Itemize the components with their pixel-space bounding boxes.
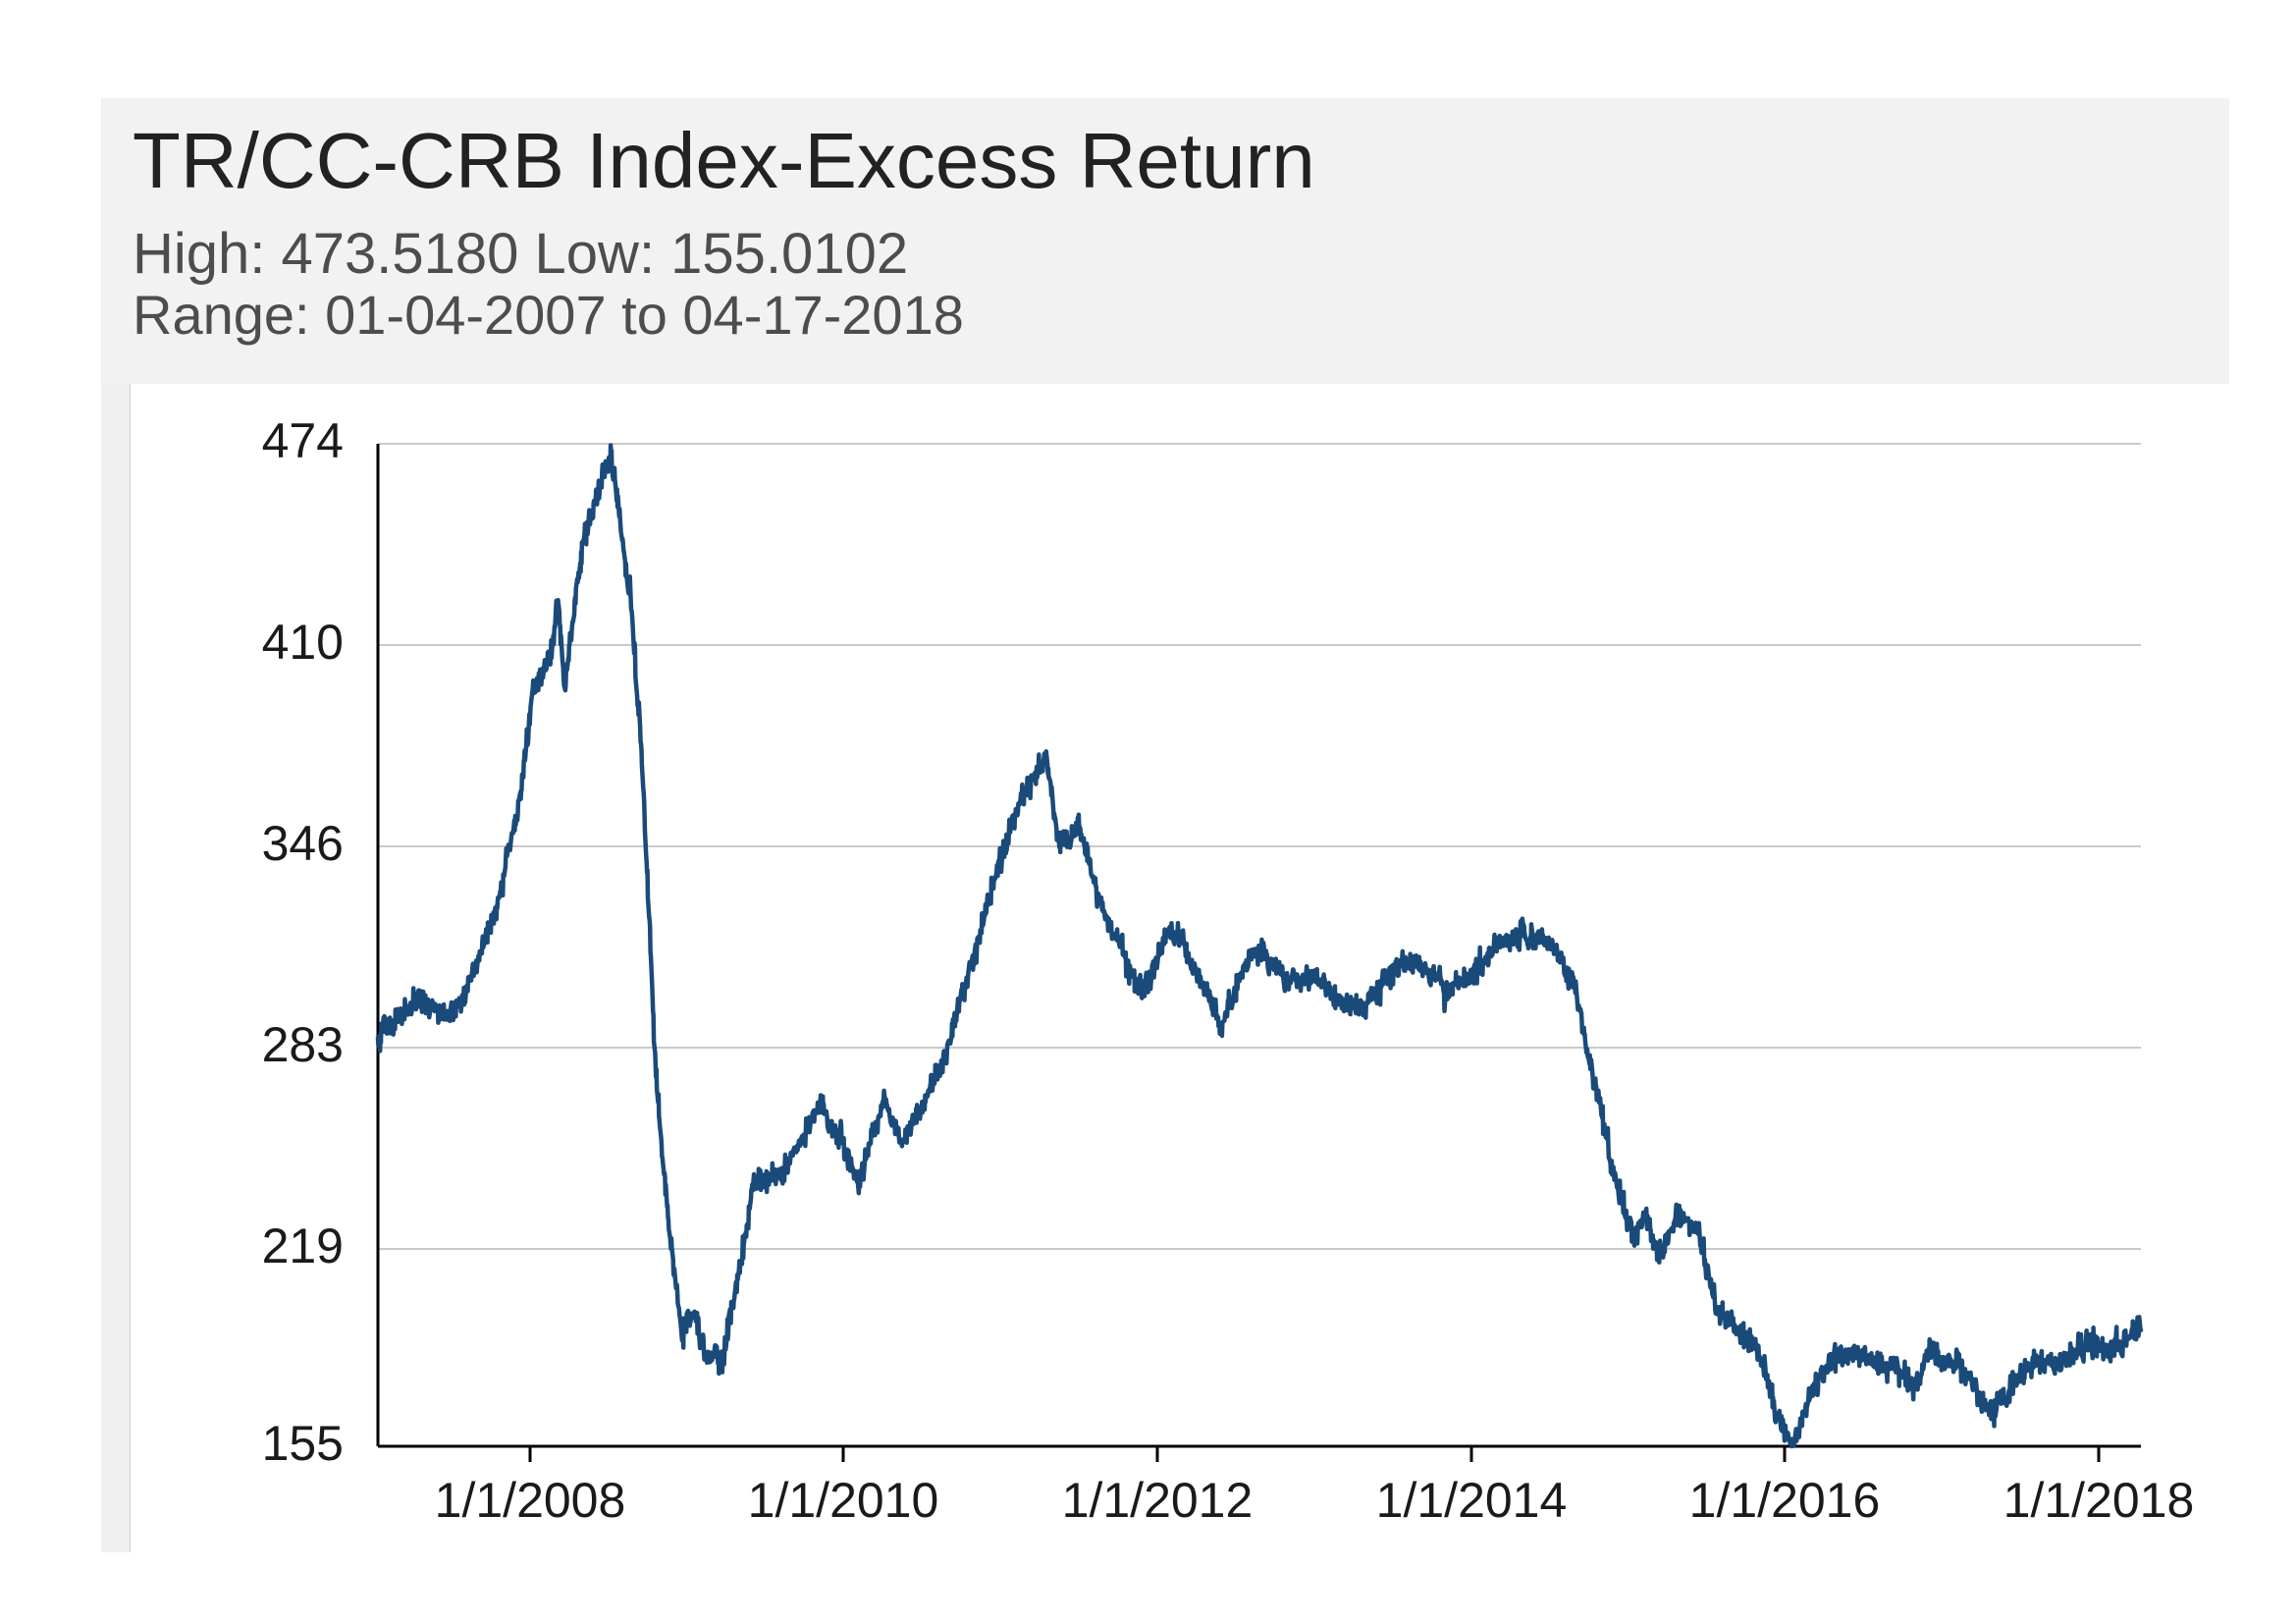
svg-text:1/1/2008: 1/1/2008: [435, 1473, 626, 1528]
svg-text:1/1/2016: 1/1/2016: [1689, 1473, 1881, 1528]
svg-text:1/1/2018: 1/1/2018: [2003, 1473, 2195, 1528]
svg-text:219: 219: [262, 1218, 344, 1273]
svg-text:474: 474: [262, 413, 344, 468]
svg-text:1/1/2010: 1/1/2010: [748, 1473, 939, 1528]
svg-text:1/1/2014: 1/1/2014: [1376, 1473, 1568, 1528]
svg-text:283: 283: [262, 1017, 344, 1072]
svg-text:1/1/2012: 1/1/2012: [1062, 1473, 1254, 1528]
svg-text:346: 346: [262, 816, 344, 871]
svg-text:155: 155: [262, 1416, 344, 1471]
svg-text:410: 410: [262, 615, 344, 670]
